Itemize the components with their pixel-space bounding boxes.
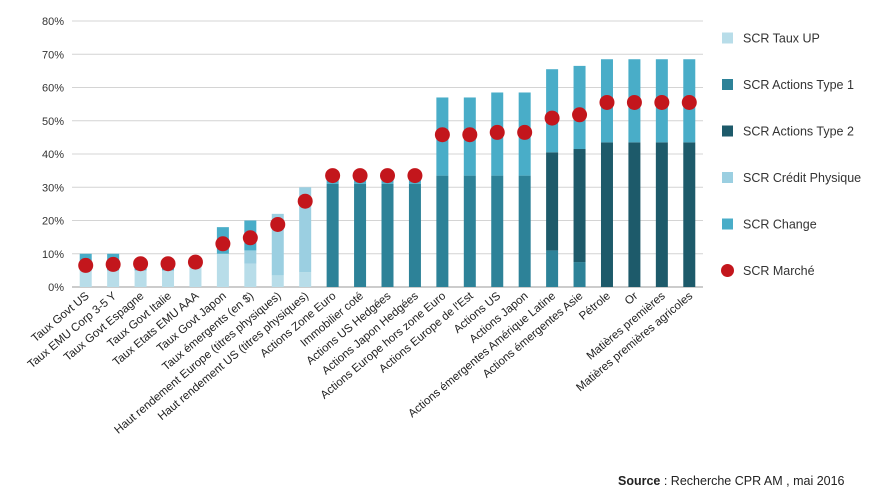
- y-axis: 0% 10% 20% 30% 40% 50% 60% 70% 80%: [42, 16, 64, 294]
- bar-segment: [134, 270, 147, 287]
- y-tick-label: 10%: [42, 249, 64, 261]
- source-note: Source : Recherche CPR AM , mai 2016: [618, 474, 845, 488]
- y-tick-label: 40%: [42, 149, 64, 161]
- legend-swatch: [722, 32, 733, 44]
- y-tick-label: 70%: [42, 49, 64, 61]
- legend-swatch: [722, 125, 733, 137]
- bar-segment: [244, 250, 257, 264]
- scr-marche-point: [681, 94, 697, 110]
- scr-marche-point: [187, 254, 203, 270]
- bar-segment: [546, 250, 559, 287]
- bar-segment: [546, 152, 559, 251]
- scr-marche-point: [434, 127, 450, 143]
- bar-segment: [573, 149, 586, 263]
- legend-label: SCR Taux UP: [743, 32, 820, 46]
- y-tick-label: 80%: [42, 16, 64, 28]
- bar-segment: [216, 253, 229, 287]
- bar-segment: [326, 183, 339, 287]
- y-tick-label: 60%: [42, 83, 64, 95]
- bar-segment: [600, 142, 613, 287]
- scr-marche-point: [133, 256, 149, 272]
- y-tick-label: 0%: [48, 282, 64, 294]
- bar-segment: [107, 270, 120, 287]
- scr-marche-point: [599, 94, 615, 110]
- scr-marche-point: [105, 256, 121, 272]
- bar-segment: [299, 187, 312, 273]
- bar-segment: [628, 142, 641, 287]
- scr-marche-point: [242, 230, 258, 246]
- bar-segment: [189, 267, 202, 287]
- scr-marche-point: [160, 256, 176, 272]
- markers: [78, 94, 697, 273]
- y-tick-label: 30%: [42, 182, 64, 194]
- bar-segment: [463, 175, 476, 287]
- scr-marche-point: [654, 94, 670, 110]
- bar-segment: [244, 263, 257, 287]
- y-tick-label: 50%: [42, 116, 64, 128]
- legend-label: SCR Marché: [743, 264, 815, 278]
- scr-marche-point: [626, 94, 642, 110]
- scr-marche-point: [544, 110, 560, 126]
- legend-label: SCR Actions Type 1: [743, 78, 854, 92]
- bar-segment: [299, 272, 312, 287]
- y-tick-label: 20%: [42, 216, 64, 228]
- bar-segment: [436, 175, 449, 287]
- scr-marche-point: [572, 107, 588, 123]
- legend-swatch: [722, 218, 733, 230]
- category-label: Pétrole: [577, 290, 613, 323]
- bar-segment: [518, 175, 531, 287]
- legend-label: SCR Actions Type 2: [743, 125, 854, 139]
- bar-segment: [408, 183, 421, 287]
- bar-segment: [79, 270, 92, 287]
- bar-segment: [655, 142, 668, 287]
- legend-label: SCR Crédit Physique: [743, 171, 861, 185]
- bar-segment: [491, 175, 504, 287]
- bar-segment: [271, 275, 284, 287]
- bar-segment: [162, 270, 175, 287]
- bar-segment: [354, 183, 367, 287]
- legend-marker: [721, 264, 734, 277]
- source-label: Source: [618, 474, 661, 488]
- bar-segment: [381, 183, 394, 287]
- legend-swatch: [722, 79, 733, 90]
- source-text: : Recherche CPR AM , mai 2016: [660, 474, 845, 488]
- scr-marche-point: [462, 127, 478, 143]
- scr-marche-point: [325, 168, 341, 184]
- bar-segment: [683, 142, 696, 287]
- scr-marche-point: [215, 236, 231, 252]
- scr-marche-point: [78, 257, 94, 273]
- bar-segment: [573, 262, 586, 287]
- scr-marche-point: [407, 168, 423, 184]
- legend-swatch: [722, 172, 733, 183]
- category-label: Or: [623, 290, 641, 308]
- scr-marche-point: [270, 216, 286, 232]
- scr-marche-point: [489, 124, 505, 140]
- legend-label: SCR Change: [743, 218, 817, 232]
- scr-marche-point: [517, 124, 533, 140]
- scr-marche-point: [297, 193, 313, 209]
- scr-marche-point: [380, 168, 395, 184]
- legend: SCR Taux UP SCR Actions Type 1 SCR Actions…: [721, 32, 861, 278]
- scr-marche-point: [352, 168, 368, 184]
